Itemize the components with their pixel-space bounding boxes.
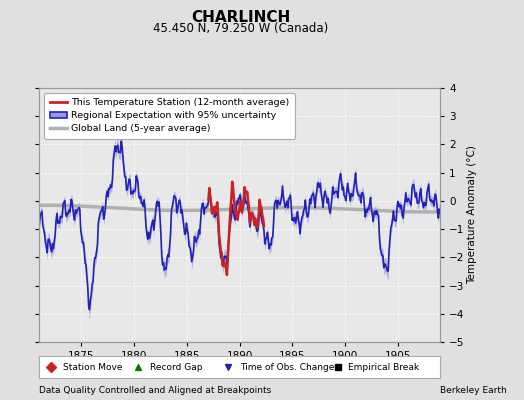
Text: Data Quality Controlled and Aligned at Breakpoints: Data Quality Controlled and Aligned at B… (39, 386, 271, 395)
Text: CHARLINCH: CHARLINCH (191, 10, 291, 25)
Text: Time of Obs. Change: Time of Obs. Change (239, 362, 334, 372)
Text: Station Move: Station Move (63, 362, 123, 372)
Text: 45.450 N, 79.250 W (Canada): 45.450 N, 79.250 W (Canada) (154, 22, 329, 35)
Legend: This Temperature Station (12-month average), Regional Expectation with 95% uncer: This Temperature Station (12-month avera… (44, 93, 296, 139)
Y-axis label: Temperature Anomaly (°C): Temperature Anomaly (°C) (467, 146, 477, 284)
Text: Record Gap: Record Gap (149, 362, 202, 372)
Text: Empirical Break: Empirical Break (348, 362, 419, 372)
Text: Berkeley Earth: Berkeley Earth (440, 386, 507, 395)
